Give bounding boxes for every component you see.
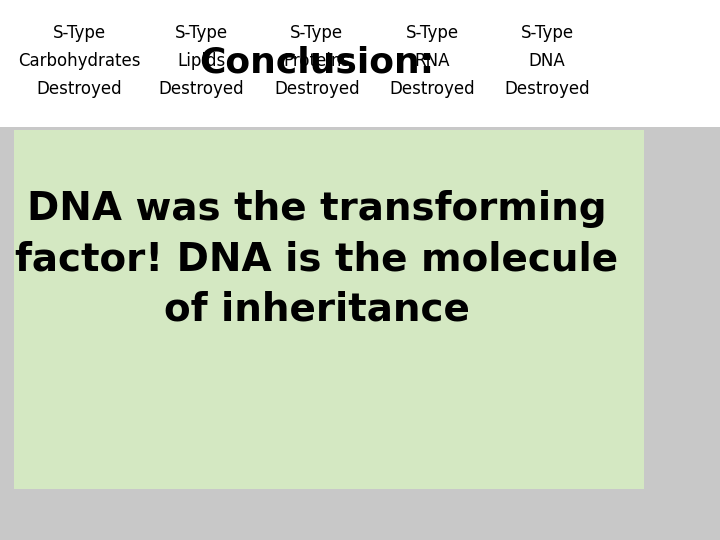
Text: DNA was the transforming
factor! DNA is the molecule
of inheritance: DNA was the transforming factor! DNA is … — [15, 190, 618, 328]
Text: Conclusion:: Conclusion: — [199, 45, 434, 79]
Text: Lipids: Lipids — [177, 52, 226, 70]
Text: Destroyed: Destroyed — [390, 80, 474, 98]
Text: DNA: DNA — [528, 52, 566, 70]
Text: S-Type: S-Type — [290, 24, 343, 42]
Text: RNA: RNA — [414, 52, 450, 70]
Text: S-Type: S-Type — [405, 24, 459, 42]
Bar — [14, 130, 644, 489]
Bar — [0, 0, 720, 127]
Text: Destroyed: Destroyed — [159, 80, 244, 98]
Text: Destroyed: Destroyed — [37, 80, 122, 98]
Text: Destroyed: Destroyed — [505, 80, 590, 98]
Text: Destroyed: Destroyed — [274, 80, 359, 98]
Text: Carbohydrates: Carbohydrates — [18, 52, 140, 70]
Text: Proteins: Proteins — [283, 52, 351, 70]
Text: S-Type: S-Type — [53, 24, 106, 42]
Text: S-Type: S-Type — [175, 24, 228, 42]
Text: S-Type: S-Type — [521, 24, 574, 42]
